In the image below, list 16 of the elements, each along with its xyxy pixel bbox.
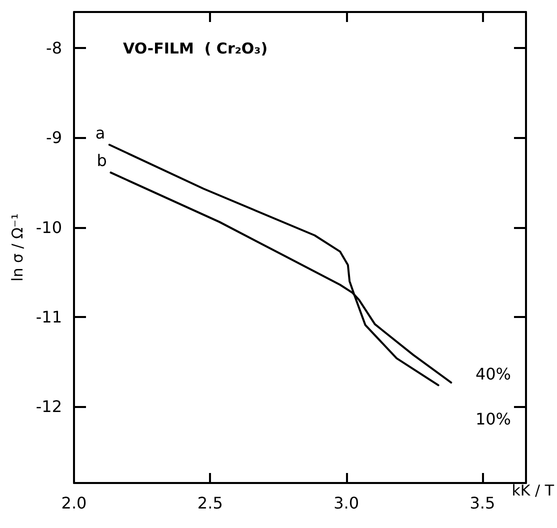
x-tick-label: 2.0 [61,494,87,512]
x-tick-label: 3.0 [334,494,360,512]
y-tick-label: -10 [36,218,62,237]
annotation: 40% [475,364,511,384]
x-axis-title: kK / T [512,482,555,500]
y-axis-title: ln σ / Ω⁻¹ [8,214,26,282]
annotation: 10% [475,410,511,428]
y-tick-label: -8 [46,38,62,58]
x-tick-label: 2.5 [197,494,223,512]
y-tick-label: -9 [46,128,62,148]
y-tick-label: -11 [36,308,62,327]
text: VO-FILM ( Cr₂O₃) [123,40,268,58]
series-label: a [95,123,106,142]
x-tick-label: 3.5 [470,494,496,512]
series-label: b [96,151,107,170]
y-tick-label: -12 [36,397,62,416]
